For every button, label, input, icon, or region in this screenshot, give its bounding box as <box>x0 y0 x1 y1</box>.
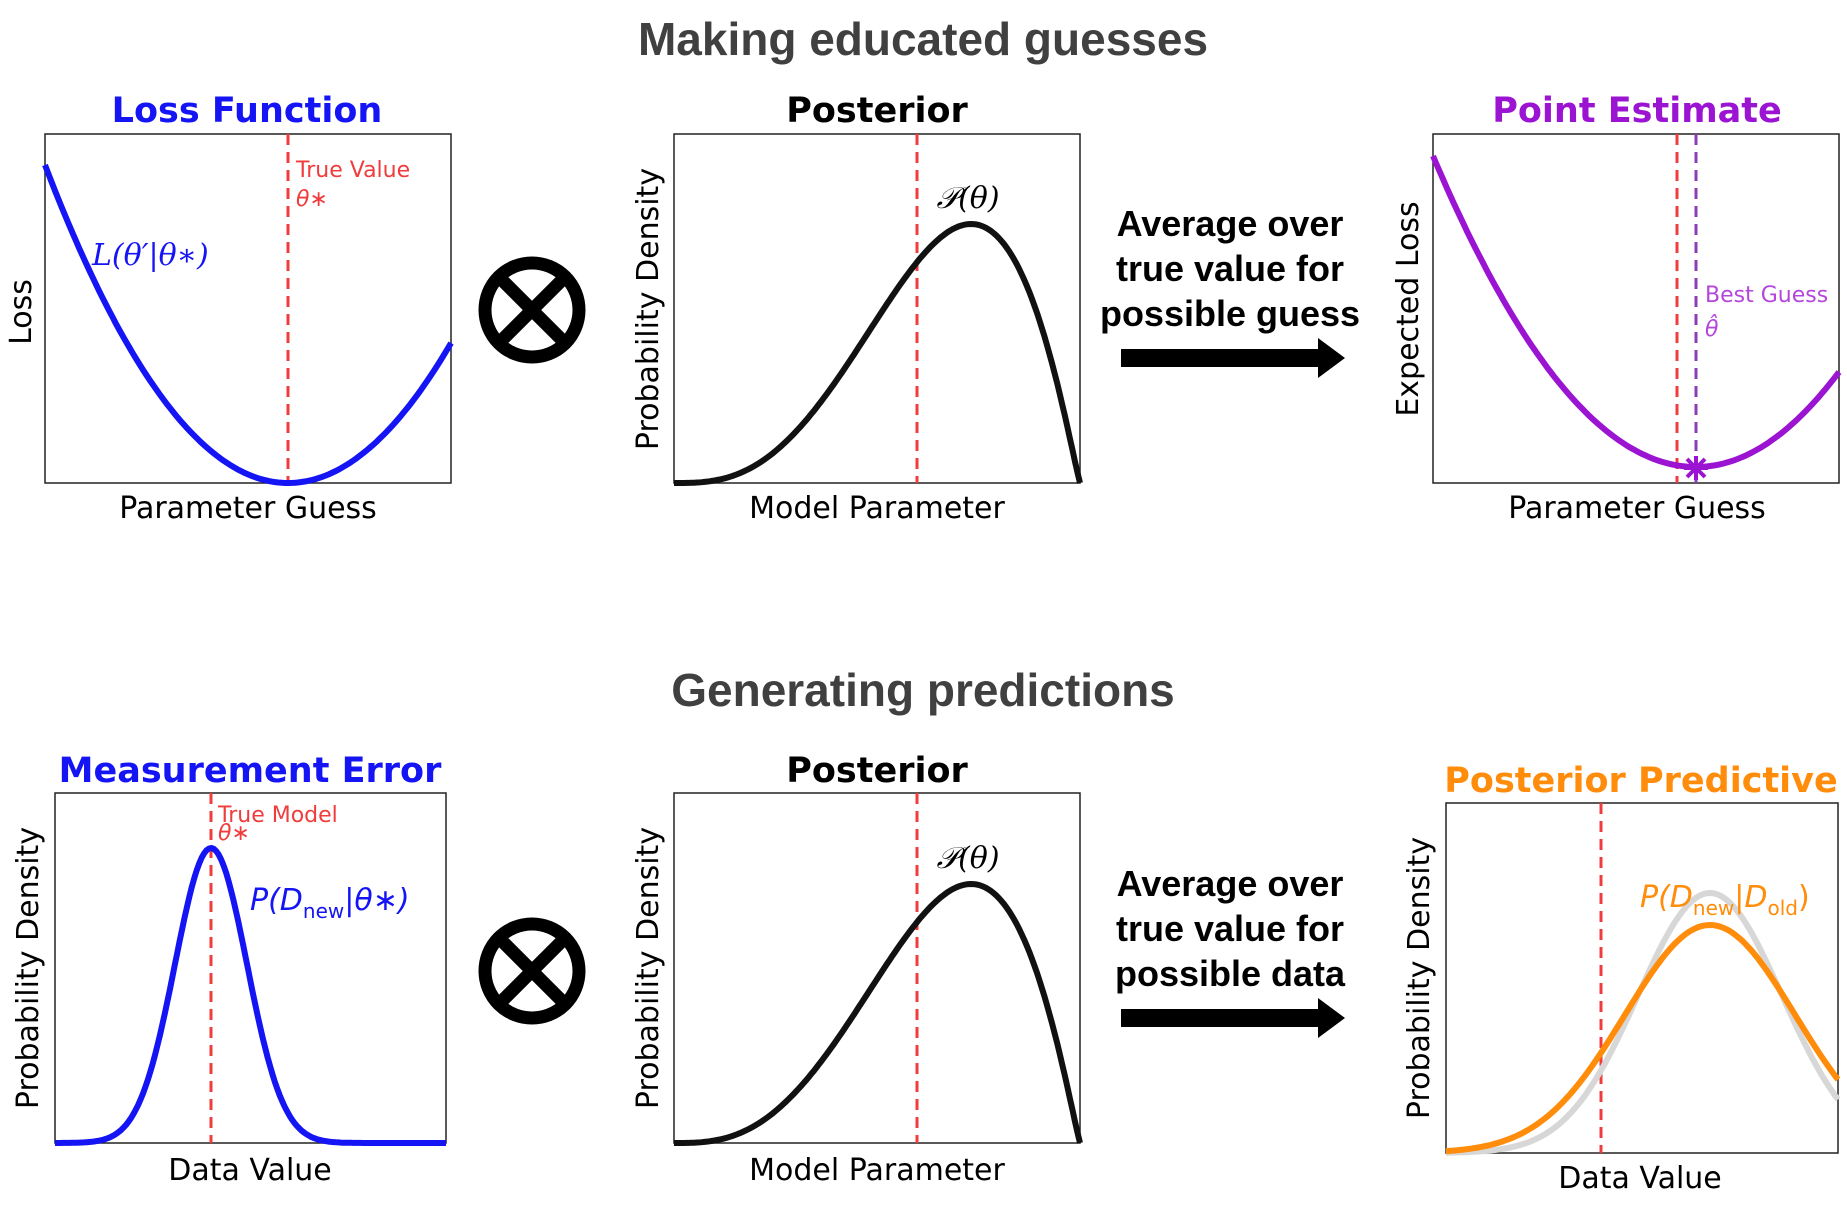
average-arrow-block: Average over true value for possible gue… <box>1100 203 1360 378</box>
curve-label: 𝒫(θ) <box>936 841 999 876</box>
panel-title: Point Estimate <box>1492 91 1782 131</box>
plot-frame <box>673 792 1081 1144</box>
section-title-predictions: Generating predictions <box>671 664 1175 716</box>
curve-label: P(Dnew|Dold) <box>1640 880 1810 920</box>
curve-label: 𝒫(θ) <box>936 181 999 216</box>
x-axis-label: Model Parameter <box>749 491 1005 526</box>
x-axis-label: Data Value <box>1558 1161 1722 1196</box>
panel-posterior-predictive: Posterior Predictive P(Dnew|Dold) Data V… <box>1402 761 1841 1196</box>
expected-loss-curve <box>1430 154 1842 470</box>
x-axis-label: Parameter Guess <box>119 491 377 526</box>
right-arrow-icon <box>1121 338 1345 378</box>
circled-times-icon <box>478 917 586 1025</box>
y-axis-label: Probability Density <box>631 827 666 1109</box>
vline-symbol: θ∗ <box>218 821 250 846</box>
panel-point-estimate: Point Estimate Best Guess θ̂ Parameter G… <box>1391 91 1842 526</box>
curve-label: L(θ′|θ∗) <box>91 238 209 273</box>
average-arrow-block: Average over true value for possible dat… <box>1115 863 1346 1038</box>
x-axis-label: Model Parameter <box>749 1153 1005 1188</box>
y-axis-label: Expected Loss <box>1391 201 1426 416</box>
vline-symbol: θ̂ <box>1705 315 1719 342</box>
arrow-text-line: possible data <box>1115 953 1346 994</box>
right-arrow-icon <box>1121 998 1345 1038</box>
vline-label: True Model <box>217 803 338 828</box>
y-axis-label: Loss <box>4 279 39 345</box>
reference-curve <box>1445 889 1841 1156</box>
predictive-curve <box>1445 921 1841 1155</box>
panel-title: Posterior <box>786 91 968 131</box>
plot-frame <box>44 133 452 484</box>
panel-posterior-bottom: Posterior 𝒫(θ) Model Parameter Probabili… <box>631 751 1083 1188</box>
panel-posterior-top: Posterior 𝒫(θ) Model Parameter Probabili… <box>631 91 1083 526</box>
x-axis-label: Parameter Guess <box>1508 491 1766 526</box>
arrow-text-line: possible guess <box>1100 293 1360 334</box>
arrow-text-line: Average over <box>1117 203 1344 244</box>
vline-label: Best Guess <box>1705 283 1828 308</box>
panel-loss-function: Loss Function True Value θ∗ L(θ′|θ∗) Par… <box>4 91 454 526</box>
y-axis-label: Probability Density <box>11 827 46 1109</box>
section-title-guesses: Making educated guesses <box>638 13 1208 65</box>
panel-measurement-error: Measurement Error True Model θ∗ P(Dnew|θ… <box>11 751 447 1188</box>
panel-title: Posterior Predictive <box>1444 761 1837 801</box>
arrow-text-line: Average over <box>1117 863 1344 904</box>
plot-frame <box>1432 133 1840 484</box>
panel-title: Measurement Error <box>59 751 442 791</box>
posterior-curve <box>674 880 1083 1146</box>
circled-times-icon <box>478 256 586 364</box>
arrow-text-line: true value for <box>1116 248 1344 289</box>
x-axis-label: Data Value <box>168 1153 332 1188</box>
curve-label: P(Dnew|θ∗) <box>250 883 410 923</box>
y-axis-label: Probability Density <box>631 168 666 450</box>
loss-curve <box>42 163 454 486</box>
panel-title: Loss Function <box>112 91 383 131</box>
measurement-error-curve <box>55 844 446 1146</box>
y-axis-label: Probability Density <box>1402 837 1437 1119</box>
vline-label: True Value <box>295 158 410 183</box>
plot-frame <box>673 133 1081 484</box>
posterior-curve <box>674 220 1083 486</box>
panel-title: Posterior <box>786 751 968 791</box>
minimum-marker-icon <box>1684 456 1708 480</box>
arrow-text-line: true value for <box>1116 908 1344 949</box>
plot-frame <box>1445 802 1839 1154</box>
vline-symbol: θ∗ <box>296 187 328 212</box>
plot-frame <box>54 792 447 1144</box>
